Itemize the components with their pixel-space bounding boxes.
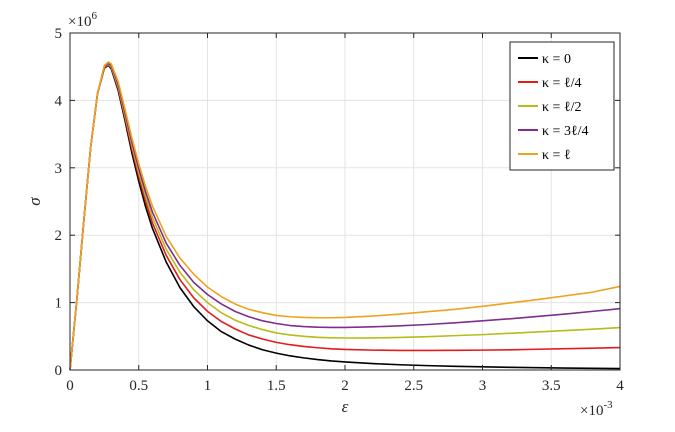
x-tick-label: 1.5 (267, 378, 286, 394)
legend-label-2: κ = ℓ/2 (542, 100, 582, 115)
series-line-4 (69, 61, 621, 371)
x-tick-label: 0.5 (129, 378, 148, 394)
legend-label-3: κ = 3ℓ/4 (542, 124, 589, 139)
legend-label-0: κ = 0 (542, 52, 571, 67)
x-axis-label: ε (342, 397, 349, 416)
legend-label-4: κ = ℓ (542, 148, 571, 163)
x-tick-label: 3.5 (542, 378, 561, 394)
y-tick-label: 1 (55, 296, 63, 312)
x-tick-label: 4 (616, 378, 624, 394)
x-tick-label: 1 (204, 378, 212, 394)
ticks: 0 0.5 1 1.5 2 2.5 3 3.5 4 0 1 2 3 4 5 (55, 26, 625, 394)
x-multiplier-exponent: -3 (603, 399, 613, 411)
series-group (69, 61, 621, 371)
y-multiplier-base: ×10 (68, 14, 91, 30)
y-tick-label: 2 (55, 228, 63, 244)
x-tick-label: 2 (341, 378, 349, 394)
legend: κ = 0 κ = ℓ/4 κ = ℓ/2 κ = 3ℓ/4 κ = ℓ (509, 41, 615, 171)
x-tick-label: 2.5 (404, 378, 423, 394)
legend-label-1: κ = ℓ/4 (542, 76, 582, 91)
series-line-3 (69, 62, 621, 371)
x-multiplier-base: ×10 (580, 403, 603, 419)
x-tick-label: 3 (479, 378, 487, 394)
y-tick-label: 0 (55, 363, 63, 379)
y-multiplier-label: ×106 (68, 10, 97, 30)
y-tick-label: 3 (55, 161, 63, 177)
x-multiplier-label: ×10-3 (580, 399, 613, 419)
y-tick-label: 5 (55, 26, 63, 42)
y-axis-label: σ (25, 197, 44, 206)
y-tick-label: 4 (55, 93, 63, 109)
y-multiplier-exponent: 6 (91, 10, 97, 22)
x-tick-label: 0 (66, 378, 74, 394)
